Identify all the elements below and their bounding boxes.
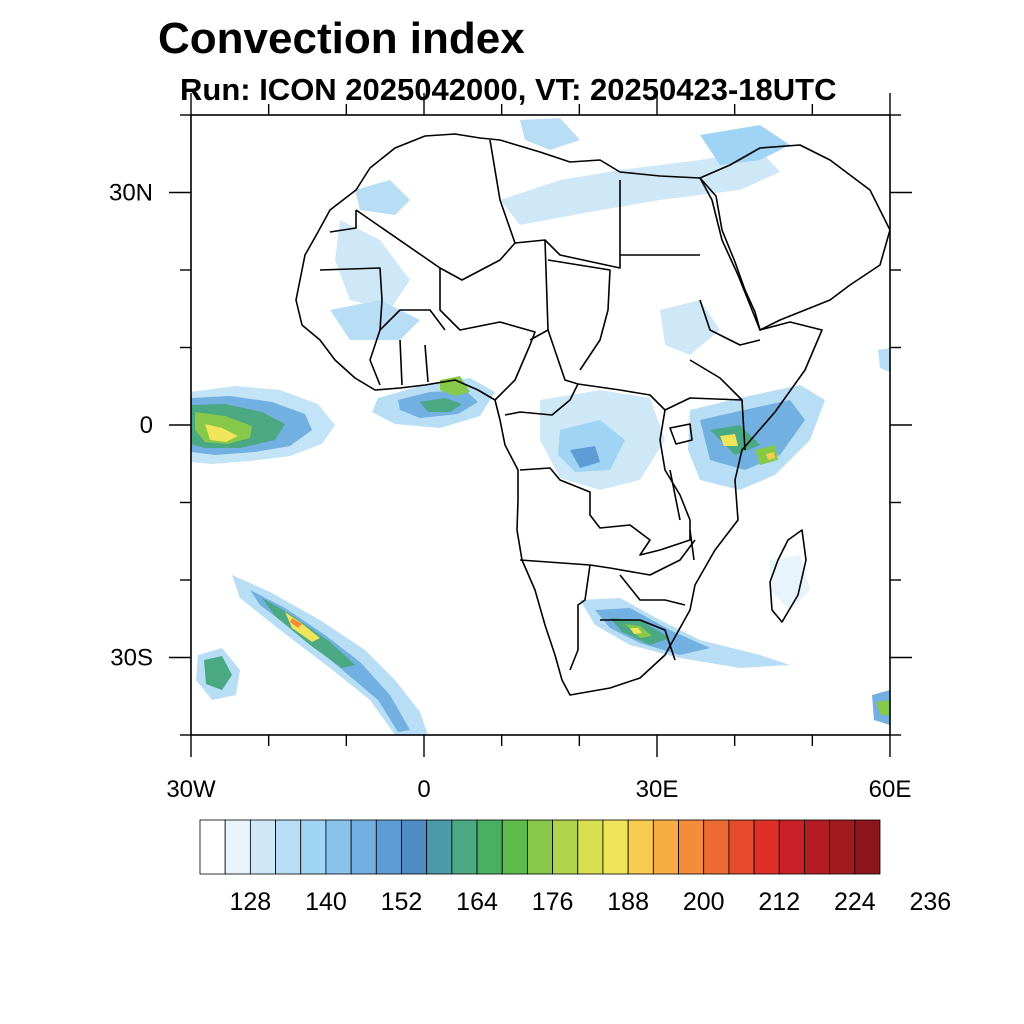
- colorbar-swatch: [778, 819, 805, 875]
- colorbar-swatch: [350, 819, 377, 875]
- africa-coastline: [295, 133, 823, 696]
- colorbar-tick-label: 152: [381, 888, 423, 916]
- colorbar-swatch: [199, 819, 226, 875]
- field-south-atlantic-band: [232, 575, 428, 735]
- convection-field: [191, 118, 890, 735]
- border-libya: [514, 180, 621, 269]
- lake-victoria: [669, 423, 693, 445]
- border-mauritania-mali: [319, 210, 383, 331]
- colorbar-swatch: [728, 819, 755, 875]
- colorbar: [199, 819, 881, 875]
- field-atlantic-equatorial: [191, 386, 335, 464]
- border-west-africa: [369, 309, 446, 386]
- lake-tanganyika: [669, 469, 681, 521]
- colorbar-tick-label: 200: [683, 888, 725, 916]
- colorbar-swatch: [753, 819, 780, 875]
- chart-title: Convection index: [158, 14, 525, 63]
- lon-tick-label: 60E: [869, 776, 912, 803]
- colorbar-swatch: [275, 819, 302, 875]
- lon-tick-label: 30E: [636, 776, 679, 803]
- field-southern-africa: [580, 598, 790, 668]
- arabia-coastline: [699, 144, 890, 331]
- lon-tick-label: 30W: [166, 776, 216, 803]
- colorbar-swatch: [426, 819, 453, 875]
- colorbar-swatch: [249, 819, 276, 875]
- map-ticks: [169, 93, 912, 757]
- lon-tick-label: 0: [417, 776, 430, 803]
- field-north-africa: [330, 118, 790, 355]
- colorbar-swatch: [501, 819, 528, 875]
- colorbar-swatch: [476, 819, 503, 875]
- coastlines-and-borders: [295, 133, 890, 696]
- field-east-africa: [688, 385, 825, 490]
- colorbar-swatch: [703, 819, 730, 875]
- colorbar-tick-label: 128: [230, 888, 272, 916]
- colorbar-tick-label: 224: [834, 888, 876, 916]
- colorbar-swatch: [375, 819, 402, 875]
- map-tick-labels: 30N 0 30S 30W 0 30E 60E: [109, 180, 911, 804]
- colorbar-swatch: [627, 819, 654, 875]
- colorbar-tick-label: 236: [910, 888, 952, 916]
- colorbar-tick-label: 164: [456, 888, 498, 916]
- colorbar-swatch: [577, 819, 604, 875]
- colorbar-tick-label: 212: [758, 888, 800, 916]
- colorbar-labels: 128 140 152 164 176 188 200 212 224 236: [230, 888, 952, 916]
- field-indian-ocean: [770, 348, 890, 725]
- colorbar-tick-label: 188: [607, 888, 649, 916]
- colorbar-swatch: [224, 819, 251, 875]
- colorbar-tick-label: 176: [532, 888, 574, 916]
- colorbar-swatch: [602, 819, 629, 875]
- border-east: [664, 299, 761, 451]
- lat-tick-label: 30S: [110, 645, 153, 672]
- madagascar-coastline: [769, 529, 807, 623]
- colorbar-swatch: [678, 819, 705, 875]
- colorbar-swatch: [300, 819, 327, 875]
- colorbar-swatch: [854, 819, 881, 875]
- colorbar-swatch: [451, 819, 478, 875]
- lat-tick-label: 0: [140, 412, 153, 439]
- border-central: [504, 329, 666, 416]
- lat-tick-label: 30N: [109, 180, 153, 207]
- colorbar-tick-label: 140: [305, 888, 347, 916]
- field-central-africa: [540, 390, 665, 490]
- lake-malawi: [689, 529, 695, 561]
- border-southern: [600, 539, 696, 661]
- colorbar-swatch: [804, 819, 831, 875]
- field-southwest-atlantic: [196, 648, 240, 700]
- border-chad: [529, 239, 611, 371]
- border-angola-namibia: [519, 559, 611, 671]
- colorbar-swatch: [527, 819, 553, 875]
- colorbar-swatch: [552, 819, 579, 875]
- colorbar-swatch: [401, 819, 428, 875]
- colorbar-swatch: [829, 819, 856, 875]
- border-niger-nigeria: [439, 268, 536, 401]
- chart-subtitle: Run: ICON 2025042000, VT: 20250423-18UTC: [180, 72, 837, 107]
- colorbar-swatch: [652, 819, 679, 875]
- colorbar-swatch: [325, 819, 352, 875]
